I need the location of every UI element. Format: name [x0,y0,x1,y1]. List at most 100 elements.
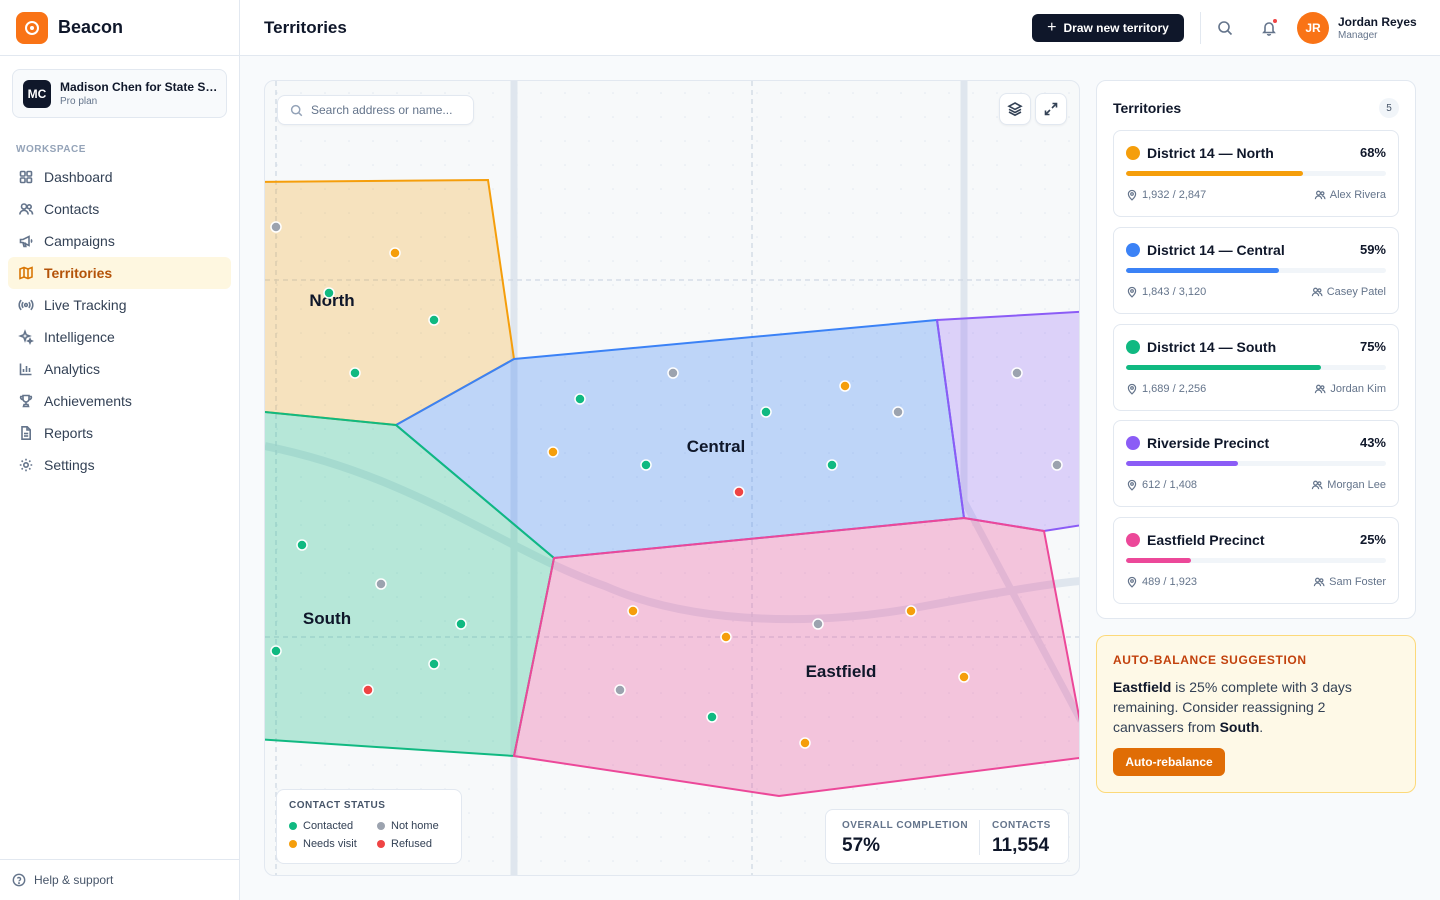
territory-color-dot [1126,242,1140,257]
territory-owner-name: Casey Patel [1326,285,1386,298]
contact-pin-contacted[interactable] [640,459,652,471]
user-role: Manager [1338,30,1378,41]
auto-rebalance-button[interactable]: Auto-rebalance [1113,748,1225,776]
region-riverside[interactable] [935,310,1080,533]
territory-percent: 75% [1359,338,1386,354]
territories-panel: Territories 5 District 14 — North 68% 1,93… [1096,80,1416,619]
contact-pin-not-home[interactable] [812,618,824,630]
sidebar-item-achievements[interactable]: Achievements [8,385,231,417]
territory-name: District 14 — South [1147,338,1277,355]
legend-item: Needs visit [289,838,377,850]
territory-progress-fill [1126,267,1280,273]
contact-pin-not-home[interactable] [270,221,282,233]
contact-pin-refused[interactable] [733,486,745,498]
contact-pin-not-home[interactable] [614,684,626,696]
contact-pin-needs-visit[interactable] [720,631,732,643]
map-pin-icon [1127,286,1137,298]
territory-card[interactable]: District 14 — South 75% 1,689 / 2,256 Jorda… [1113,323,1399,411]
user-avatar[interactable]: JR [1297,12,1329,44]
contact-pin-not-home[interactable] [375,578,387,590]
contact-pin-contacted[interactable] [270,645,282,657]
sidebar-item-reports[interactable]: Reports [8,417,231,449]
territory-card[interactable]: District 14 — North 68% 1,932 / 2,847 Alex … [1113,130,1399,217]
map-pin-icon [1127,480,1137,491]
trophy-icon [18,393,34,409]
sidebar-item-dashboard[interactable]: Dashboard [8,161,231,193]
contact-pin-not-home[interactable] [1051,459,1063,471]
contact-pin-contacted[interactable] [323,287,335,299]
brand[interactable]: Beacon [0,0,239,56]
contact-pin-contacted[interactable] [349,367,361,379]
suggestion-text-end: . [1259,719,1264,735]
users-icon [1314,190,1326,200]
territory-color-dot [1126,533,1140,547]
user-name[interactable]: Jordan Reyes [1338,15,1417,29]
sidebar-item-analytics[interactable]: Analytics [8,353,231,385]
territory-count-text: 612 / 1,408 [1142,479,1198,492]
contact-pin-contacted[interactable] [428,314,440,326]
territory-owner: Morgan Lee [1311,479,1386,491]
sidebar-item-campaigns[interactable]: Campaigns [8,225,231,257]
contact-pin-not-home[interactable] [1011,367,1023,379]
contact-pin-needs-visit[interactable] [389,247,401,259]
help-link[interactable]: Help & support [0,859,240,900]
contact-status-legend: CONTACT STATUS Contacted Not home Needs vi… [276,789,462,864]
territory-progress-track [1126,171,1386,176]
legend-label: Refused [391,838,432,850]
contact-pin-contacted[interactable] [760,406,772,418]
map-canvas[interactable]: North Central South Eastfield [265,81,1080,876]
sidebar-item-territories[interactable]: Territories [8,257,231,289]
sidebar-item-live-tracking[interactable]: Live Tracking [8,289,231,321]
map-search-input[interactable] [311,103,471,117]
users-icon [1315,384,1326,393]
contact-pin-contacted[interactable] [826,459,838,471]
contact-pin-needs-visit[interactable] [799,737,811,749]
territory-card[interactable]: Eastfield Precinct 25% 489 / 1,923 Sam Fost… [1113,517,1399,604]
layers-button[interactable] [999,93,1031,125]
sidebar-item-settings[interactable]: Settings [8,449,231,481]
contact-pin-not-home[interactable] [892,406,904,418]
region-eastfield[interactable] [512,516,1080,801]
contact-pin-needs-visit[interactable] [905,605,917,617]
map-background [265,81,1079,875]
territory-owner: Sam Foster [1313,576,1386,588]
territory-card[interactable]: Riverside Precinct 43% 612 / 1,408 Morgan L… [1113,420,1399,508]
sidebar-item-intelligence[interactable]: Intelligence [8,321,231,353]
sidebar-item-label: Contacts [44,201,100,217]
contact-pin-contacted[interactable] [574,393,586,405]
search-icon[interactable] [1215,18,1235,38]
legend-label: Not home [391,820,439,832]
draw-territory-label: Draw new territory [1063,21,1169,35]
sidebar-item-contacts[interactable]: Contacts [8,193,231,225]
contact-pin-contacted[interactable] [706,711,718,723]
contact-pin-needs-visit[interactable] [547,446,559,458]
contact-pin-refused[interactable] [362,684,374,696]
territory-owner-name: Morgan Lee [1327,479,1386,492]
sidebar-item-label: Analytics [44,361,101,377]
fullscreen-button[interactable] [1035,93,1067,125]
megaphone-icon [18,233,34,249]
contact-pins[interactable] [270,221,1063,749]
contact-pin-needs-visit[interactable] [627,605,639,617]
territory-percent: 68% [1359,145,1386,160]
contact-pin-contacted[interactable] [296,539,308,551]
contact-pin-contacted[interactable] [455,618,467,630]
contact-pin-contacted[interactable] [428,658,440,670]
territory-color-dot [1126,146,1140,160]
map-search[interactable] [277,95,474,125]
map-roads [265,81,1079,875]
draw-territory-button[interactable]: + Draw new territory [1032,14,1184,42]
contact-pin-needs-visit[interactable] [958,671,970,683]
sidebar-item-label: Campaigns [44,233,115,249]
contact-pin-not-home[interactable] [667,367,679,379]
bell-icon[interactable] [1259,18,1279,38]
territory-color-dot [1126,436,1140,451]
territory-contact-count: 612 / 1,408 [1126,479,1197,491]
org-switcher[interactable]: MC Madison Chen for State Senate Pro pla… [12,69,227,118]
territory-map[interactable]: North Central South Eastfield [264,80,1080,876]
territory-owner: Casey Patel [1311,286,1386,298]
sidebar-item-label: Dashboard [44,169,113,185]
territory-card[interactable]: District 14 — Central 59% 1,843 / 3,120 Cas… [1113,226,1399,314]
contact-pin-needs-visit[interactable] [839,380,851,392]
region-label-north: North [309,291,354,310]
